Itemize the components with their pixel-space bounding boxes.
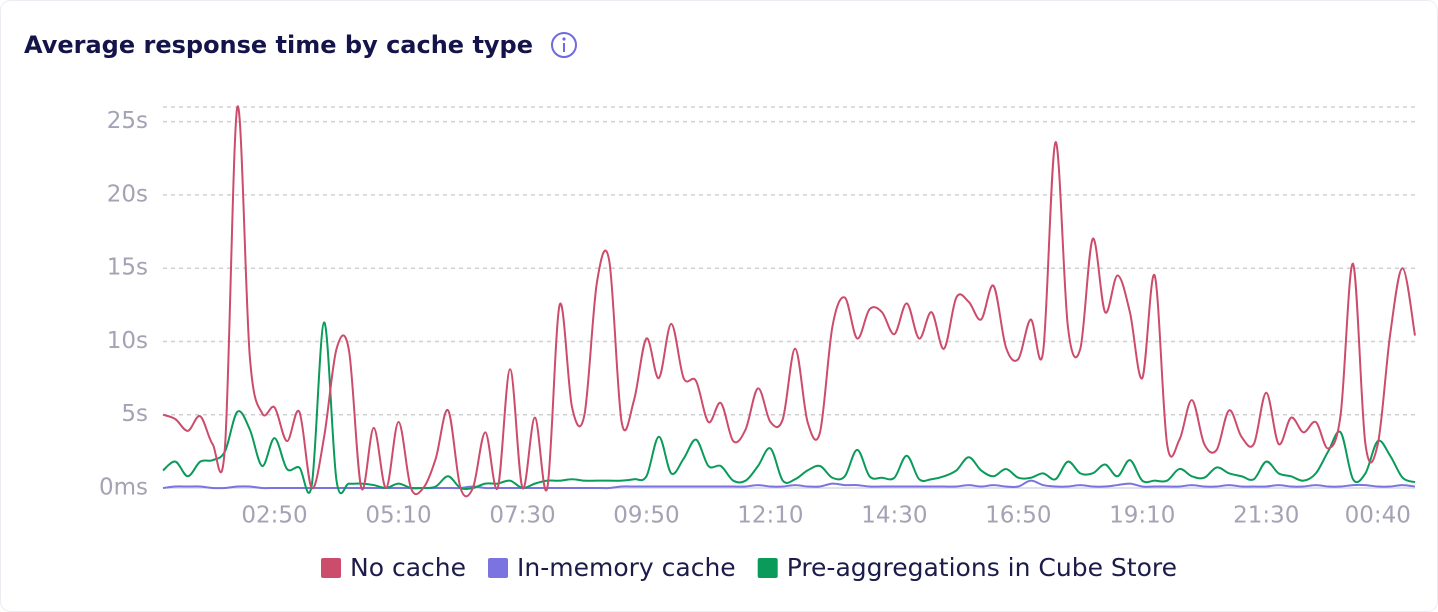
y-tick-label: 15s bbox=[107, 255, 148, 281]
y-tick-label: 5s bbox=[121, 401, 148, 427]
x-tick-label: 05:10 bbox=[365, 503, 431, 529]
x-tick-label: 16:50 bbox=[985, 503, 1051, 529]
legend-swatch bbox=[757, 558, 778, 578]
legend-item: In-memory cache bbox=[488, 553, 736, 582]
legend-label: No cache bbox=[350, 553, 466, 582]
x-tick-label: 19:10 bbox=[1109, 503, 1175, 529]
legend-label: Pre-aggregations in Cube Store bbox=[787, 553, 1177, 582]
y-tick-label: 20s bbox=[107, 181, 148, 207]
x-tick-label: 21:30 bbox=[1233, 503, 1299, 529]
legend-item: No cache bbox=[321, 553, 466, 582]
x-tick-label: 14:30 bbox=[861, 503, 927, 529]
legend: No cache In-memory cache Pre-aggregations … bbox=[321, 553, 1177, 582]
y-tick-label: 25s bbox=[107, 108, 148, 134]
series-line bbox=[162, 105, 1416, 498]
y-tick-label: 10s bbox=[107, 328, 148, 354]
x-tick-label: 07:30 bbox=[489, 503, 555, 529]
plot-area: 0ms 5s 10s 15s 20s 25s 02:50 05:10 07:30 09:50 12:… bbox=[99, 105, 1416, 529]
x-tick-label: 00:40 bbox=[1345, 503, 1411, 529]
legend-item: Pre-aggregations in Cube Store bbox=[757, 553, 1177, 582]
chart-title: Average response time by cache type bbox=[24, 31, 533, 59]
x-tick-label: 02:50 bbox=[241, 503, 307, 529]
legend-label: In-memory cache bbox=[517, 553, 736, 582]
series-line bbox=[162, 479, 1416, 490]
legend-swatch bbox=[321, 558, 342, 578]
x-tick-label: 09:50 bbox=[613, 503, 679, 529]
legend-swatch bbox=[488, 558, 508, 578]
info-icon[interactable] bbox=[551, 32, 577, 58]
y-tick-label: 0ms bbox=[99, 475, 148, 501]
x-tick-label: 12:10 bbox=[737, 503, 803, 529]
